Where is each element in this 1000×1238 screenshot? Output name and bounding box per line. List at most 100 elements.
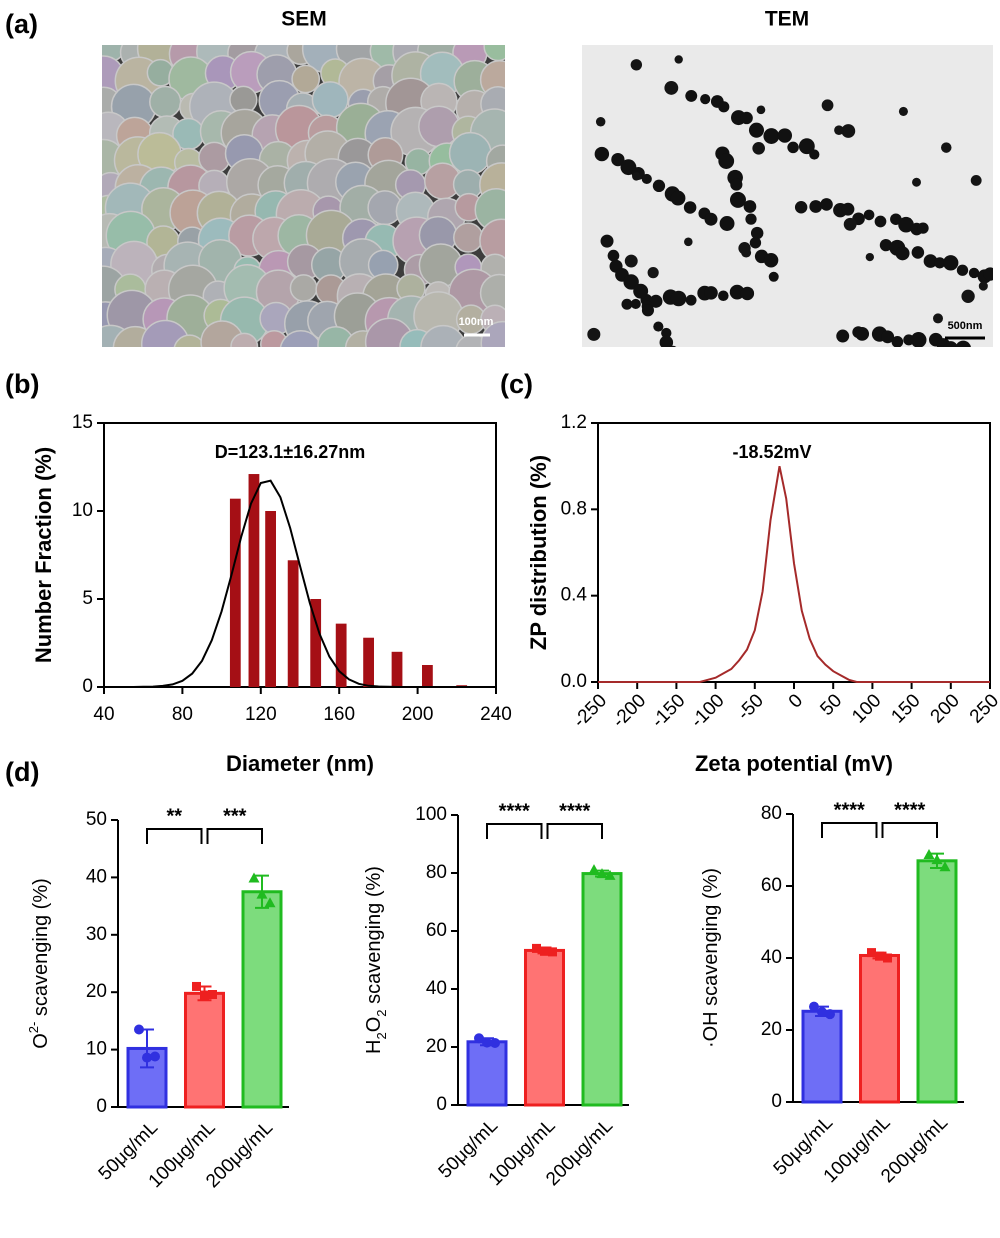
annotation: D=123.1±16.27nm — [215, 442, 365, 462]
particle — [670, 190, 686, 206]
x-tick-label: 80 — [172, 704, 193, 725]
bar — [335, 623, 347, 687]
particle — [668, 345, 677, 347]
y-tick-label: 60 — [761, 875, 782, 896]
particle — [898, 106, 908, 116]
significance-label: **** — [834, 799, 865, 821]
y-tick-label: 0 — [82, 676, 93, 697]
image-title: TEM — [765, 8, 809, 31]
particle — [874, 215, 887, 228]
data-point — [548, 947, 557, 957]
x-tick-label: 160 — [323, 704, 355, 725]
bar — [422, 665, 433, 687]
particle — [594, 146, 610, 162]
scale-bar-label: 500nm — [948, 320, 983, 332]
particle — [743, 200, 757, 213]
data-point — [867, 948, 876, 958]
bar — [241, 890, 283, 1109]
particle — [933, 313, 943, 324]
y-tick-label: 0.8 — [561, 498, 587, 519]
sem-image — [102, 45, 505, 347]
y-tick-label: 20 — [761, 1019, 782, 1040]
y-tick-label: 60 — [426, 920, 447, 941]
particle — [763, 252, 779, 268]
bar — [391, 651, 403, 687]
data-point — [532, 943, 541, 953]
y-tick-label: 30 — [86, 924, 107, 945]
y-tick-label: 50 — [86, 809, 107, 830]
data-point — [875, 951, 884, 961]
y-tick-label: 40 — [86, 866, 107, 887]
y-axis-title: H2O2 scavenging (%) — [363, 866, 389, 1054]
x-tick-label: 100 — [848, 690, 885, 727]
y-axis-title: ZP distribution (%) — [526, 455, 551, 650]
x-tick-label: 200 — [402, 704, 434, 725]
particle — [173, 334, 206, 347]
particle — [956, 264, 969, 276]
particle — [630, 59, 643, 71]
data-point — [248, 872, 260, 883]
particle — [834, 125, 844, 135]
bar — [801, 1009, 843, 1104]
y-tick-label: 100 — [415, 804, 447, 825]
particle — [661, 327, 672, 339]
particle — [898, 216, 914, 233]
particle — [863, 209, 875, 221]
data-point — [588, 864, 600, 875]
particle — [855, 326, 870, 341]
significance-bracket — [546, 823, 603, 839]
y-tick-label: 40 — [426, 978, 447, 999]
particle — [738, 242, 751, 255]
particle — [670, 290, 687, 307]
particle — [749, 237, 762, 249]
particle — [983, 267, 993, 281]
data-point — [150, 1051, 160, 1062]
plot-frame — [597, 422, 991, 683]
bar — [581, 872, 623, 1107]
particle — [768, 271, 779, 282]
particle — [279, 330, 322, 347]
particle — [911, 246, 925, 259]
particle — [740, 111, 753, 125]
particle — [718, 153, 735, 169]
panel-label: (d) — [5, 757, 39, 787]
particle — [704, 286, 718, 300]
data-point — [923, 849, 935, 860]
panel-label: (a) — [5, 9, 38, 39]
y-tick-label: 15 — [72, 412, 93, 433]
x-tick-label: 150 — [887, 690, 924, 727]
particle — [798, 138, 815, 155]
y-axis-title-part: 2 — [374, 1032, 389, 1039]
y-tick-label: 20 — [426, 1036, 447, 1057]
particle — [729, 191, 746, 208]
y-axis-title-part: O — [363, 1017, 385, 1033]
particle — [821, 99, 834, 112]
data-point — [596, 868, 608, 879]
particle — [943, 341, 958, 347]
particle — [729, 284, 745, 300]
particle — [750, 226, 764, 240]
particle — [719, 216, 735, 231]
y-tick-label: 0.0 — [561, 671, 587, 692]
particle — [700, 94, 711, 105]
particle — [674, 55, 683, 64]
particle — [621, 298, 633, 310]
x-tick-label: 40 — [93, 704, 114, 725]
data-point — [883, 953, 892, 963]
data-point — [490, 1037, 500, 1048]
y-tick-label: 80 — [426, 862, 447, 883]
data-point — [200, 990, 209, 1000]
bar — [229, 498, 241, 687]
particle — [923, 254, 938, 268]
particle — [809, 200, 823, 213]
x-tick-label: 120 — [245, 704, 277, 725]
particle — [787, 141, 799, 154]
y-axis-title: Number Fraction (%) — [31, 447, 56, 663]
plot-frame — [103, 422, 497, 688]
y-axis-title-part: 2- — [26, 1022, 41, 1034]
tem-image — [582, 45, 993, 347]
particle — [607, 249, 620, 262]
fit-curve — [104, 479, 496, 688]
x-tick-label: -250 — [569, 690, 611, 732]
